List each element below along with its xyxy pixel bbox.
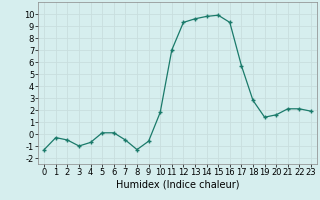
- X-axis label: Humidex (Indice chaleur): Humidex (Indice chaleur): [116, 180, 239, 190]
